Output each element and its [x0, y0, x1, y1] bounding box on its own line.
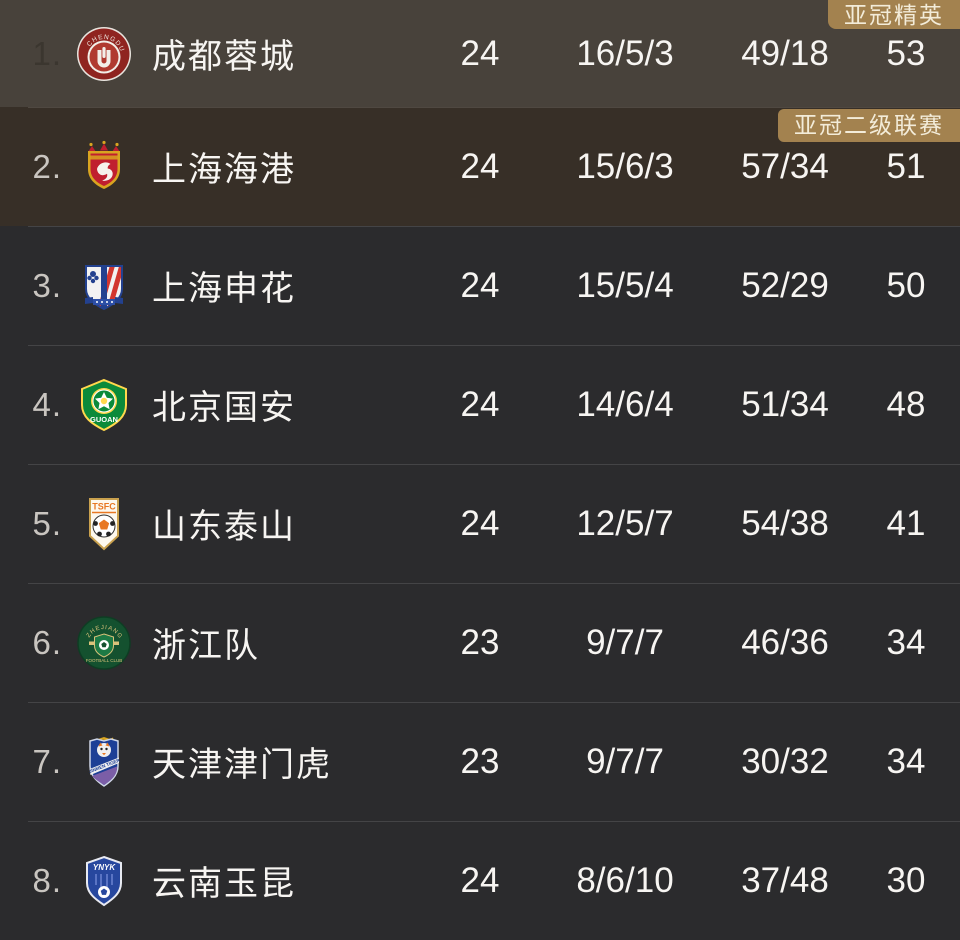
svg-text:FOOTBALL CLUB: FOOTBALL CLUB	[86, 658, 123, 663]
rank-label: 4.	[32, 385, 62, 423]
points-value: 34	[886, 622, 926, 662]
tianjin-jinmen-tiger-crest-icon: JINMEN TIGER	[88, 736, 121, 787]
team-name: 成都蓉城	[152, 38, 296, 76]
matches-played-value: 23	[460, 741, 500, 781]
team-logo	[76, 139, 132, 195]
team-name: 浙江队	[152, 627, 260, 665]
rank-label: 7.	[32, 742, 62, 780]
win-draw-loss-value: 16/5/3	[576, 33, 674, 73]
rank-label: 2.	[32, 147, 62, 185]
svg-text:TSFC: TSFC	[92, 501, 116, 511]
goals-for-against-value: 51/34	[741, 384, 829, 424]
team-logo: ZHEJIANG FOOTBALL CLUB	[76, 615, 132, 671]
team-logo	[76, 258, 132, 314]
table-row[interactable]: 6. ZHEJIANG FOOTBALL CLUB 浙江队 23 9/7/7 4…	[0, 583, 960, 702]
table-row[interactable]: 7. JINMEN TIGER 天津津门虎 23 9/7/7 30/32 34	[0, 702, 960, 821]
team-name: 云南玉昆	[152, 865, 296, 903]
win-draw-loss-value: 12/5/7	[576, 503, 674, 543]
win-draw-loss-value: 8/6/10	[576, 860, 674, 900]
points-value: 53	[886, 33, 926, 73]
table-row[interactable]: 5. TSFC 山东泰山 24 12/5/7 54/38 41	[0, 464, 960, 583]
yunnan-yukun-crest-icon: YNYK	[86, 855, 122, 906]
shandong-taishan-crest-icon: TSFC	[89, 497, 119, 550]
rank-label: 3.	[32, 266, 62, 304]
beijing-guoan-crest-icon: GUOAN	[81, 378, 127, 431]
win-draw-loss-value: 15/6/3	[576, 146, 674, 186]
team-name: 天津津门虎	[152, 746, 332, 784]
win-draw-loss-value: 9/7/7	[586, 622, 664, 662]
win-draw-loss-value: 14/6/4	[576, 384, 674, 424]
svg-text:GUOAN: GUOAN	[90, 415, 118, 424]
points-value: 48	[886, 384, 926, 424]
table-row[interactable]: 亚冠精英 1. CHENGDU 成都蓉城 24 16/5/3 49/18 53	[0, 0, 960, 107]
goals-for-against-value: 30/32	[741, 741, 829, 781]
points-value: 34	[886, 741, 926, 781]
team-name: 上海海港	[152, 151, 296, 189]
team-logo: JINMEN TIGER	[76, 734, 132, 790]
table-row[interactable]: 8. YNYK 云南玉昆 24 8/6/10 37/48 30	[0, 821, 960, 940]
qualification-badge: 亚冠精英	[828, 0, 960, 29]
team-logo: CHENGDU	[76, 26, 132, 82]
shanghai-shenhua-crest-icon	[85, 264, 123, 310]
qualification-badge: 亚冠二级联赛	[778, 109, 960, 142]
matches-played-value: 23	[460, 622, 500, 662]
win-draw-loss-value: 15/5/4	[576, 265, 674, 305]
goals-for-against-value: 57/34	[741, 146, 829, 186]
team-logo: GUOAN	[76, 377, 132, 433]
matches-played-value: 24	[460, 33, 500, 73]
matches-played-value: 24	[460, 384, 500, 424]
win-draw-loss-value: 9/7/7	[586, 741, 664, 781]
rank-label: 8.	[32, 861, 62, 899]
points-value: 30	[886, 860, 926, 900]
rank-label: 6.	[32, 623, 62, 661]
points-value: 41	[886, 503, 926, 543]
points-value: 50	[886, 265, 926, 305]
table-row[interactable]: 3. 上海申花 24 15/5/4 52/29 50	[0, 226, 960, 345]
team-logo: TSFC	[76, 496, 132, 552]
goals-for-against-value: 52/29	[741, 265, 829, 305]
matches-played-value: 24	[460, 265, 500, 305]
team-name: 上海申花	[152, 270, 296, 308]
goals-for-against-value: 54/38	[741, 503, 829, 543]
points-value: 51	[886, 146, 926, 186]
rank-label: 1.	[32, 34, 62, 72]
goals-for-against-value: 46/36	[741, 622, 829, 662]
rank-label: 5.	[32, 504, 62, 542]
table-row[interactable]: 亚冠二级联赛 2. 上海海港 24 15/6/3 57/34 51	[0, 107, 960, 226]
shanghai-port-crest-icon	[88, 140, 120, 189]
svg-text:YNYK: YNYK	[93, 863, 116, 872]
chengdu-rongcheng-crest-icon: CHENGDU	[77, 26, 131, 81]
matches-played-value: 24	[460, 860, 500, 900]
goals-for-against-value: 49/18	[741, 33, 829, 73]
team-name: 山东泰山	[152, 508, 296, 546]
matches-played-value: 24	[460, 503, 500, 543]
team-logo: YNYK	[76, 853, 132, 909]
team-name: 北京国安	[152, 389, 296, 427]
goals-for-against-value: 37/48	[741, 860, 829, 900]
table-row[interactable]: 4. GUOAN 北京国安 24 14/6/4 51/34 48	[0, 345, 960, 464]
zhejiang-fc-crest-icon: ZHEJIANG FOOTBALL CLUB	[77, 615, 131, 670]
matches-played-value: 24	[460, 146, 500, 186]
